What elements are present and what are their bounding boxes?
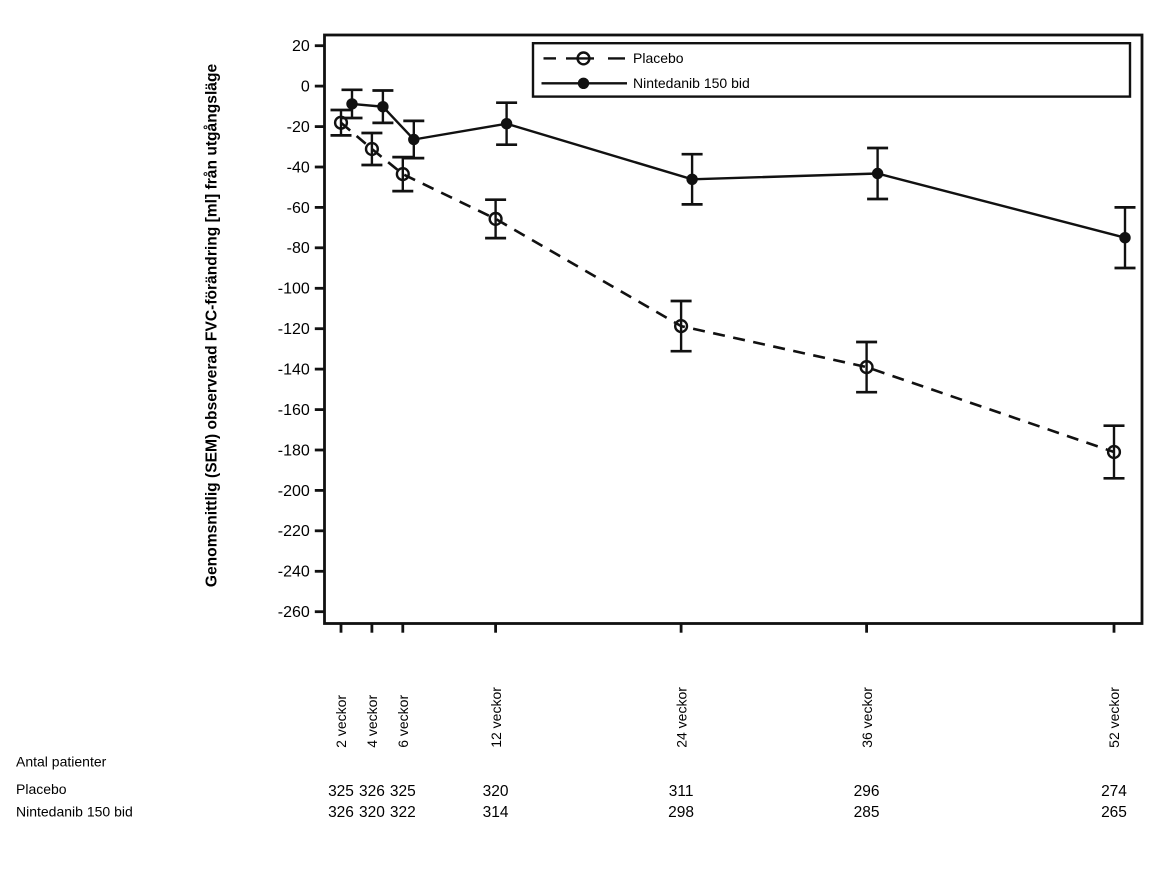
svg-text:-260: -260 — [278, 604, 310, 621]
svg-text:12 veckor: 12 veckor — [488, 687, 504, 748]
svg-text:-120: -120 — [278, 321, 310, 338]
svg-text:-220: -220 — [278, 523, 310, 540]
svg-text:Placebo: Placebo — [633, 50, 684, 66]
svg-text:-80: -80 — [287, 240, 310, 257]
svg-text:325: 325 — [390, 783, 416, 800]
svg-text:-160: -160 — [278, 402, 310, 419]
svg-text:311: 311 — [669, 783, 694, 800]
svg-text:-60: -60 — [287, 200, 310, 217]
svg-text:320: 320 — [359, 804, 385, 821]
svg-text:274: 274 — [1101, 783, 1127, 800]
svg-text:Nintedanib 150 bid: Nintedanib 150 bid — [633, 75, 750, 91]
svg-text:322: 322 — [390, 804, 416, 821]
svg-text:20: 20 — [292, 38, 310, 55]
svg-text:52 veckor: 52 veckor — [1106, 687, 1122, 748]
svg-text:320: 320 — [483, 783, 509, 800]
svg-text:298: 298 — [668, 804, 694, 821]
svg-text:296: 296 — [854, 783, 880, 800]
svg-text:314: 314 — [483, 804, 509, 821]
svg-text:-180: -180 — [278, 442, 310, 459]
svg-text:-140: -140 — [278, 362, 310, 379]
svg-text:4 veckor: 4 veckor — [364, 695, 380, 748]
svg-text:Placebo: Placebo — [16, 781, 67, 797]
svg-text:36 veckor: 36 veckor — [859, 687, 875, 748]
svg-text:Nintedanib 150 bid: Nintedanib 150 bid — [16, 804, 133, 820]
svg-text:-20: -20 — [287, 119, 310, 136]
svg-text:265: 265 — [1101, 804, 1127, 821]
svg-text:-40: -40 — [287, 159, 310, 176]
svg-text:326: 326 — [328, 804, 354, 821]
svg-text:2 veckor: 2 veckor — [333, 695, 349, 748]
svg-text:Genomsnittlig (SEM) observerad: Genomsnittlig (SEM) observerad FVC-förän… — [203, 64, 221, 588]
svg-text:326: 326 — [359, 783, 385, 800]
svg-text:6 veckor: 6 veckor — [395, 695, 411, 748]
svg-text:24 veckor: 24 veckor — [673, 687, 689, 748]
svg-text:325: 325 — [328, 783, 354, 800]
svg-text:285: 285 — [854, 804, 880, 821]
svg-text:Antal patienter: Antal patienter — [16, 754, 107, 770]
svg-text:-200: -200 — [278, 483, 310, 500]
svg-text:0: 0 — [301, 79, 310, 96]
svg-text:-240: -240 — [278, 564, 310, 581]
svg-text:-100: -100 — [278, 281, 310, 298]
